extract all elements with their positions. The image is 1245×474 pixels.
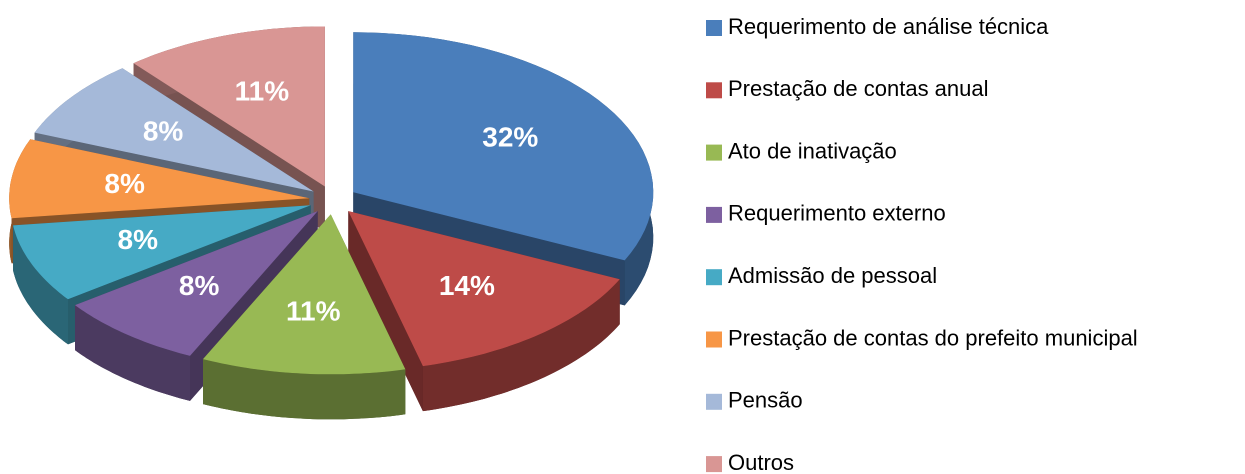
legend-swatch	[706, 269, 722, 286]
data-label: 14%	[439, 270, 495, 301]
data-label: 11%	[286, 295, 341, 326]
legend-label: Outros	[728, 450, 794, 474]
legend-label: Prestação de contas anual	[728, 76, 989, 101]
legend-swatch	[706, 456, 722, 473]
slice-wall	[348, 211, 423, 412]
slice-rim	[13, 225, 69, 345]
data-label: 8%	[118, 224, 159, 255]
legend-label: Admissão de pessoal	[728, 263, 937, 288]
slice	[348, 211, 620, 412]
data-label: 11%	[235, 76, 290, 107]
data-label: 32%	[482, 122, 538, 153]
data-label: 8%	[143, 116, 184, 147]
slice-top	[348, 211, 620, 367]
legend-swatch	[706, 331, 722, 348]
legend-swatch	[706, 20, 722, 36]
slice-top	[75, 211, 318, 356]
slice-top	[203, 214, 406, 375]
slice-top	[133, 26, 325, 187]
legend-swatch	[706, 82, 722, 99]
slice-top	[34, 68, 314, 192]
legend-label: Prestação de contas do prefeito municipa…	[728, 325, 1138, 350]
legend-swatch	[706, 144, 722, 161]
slice-top	[9, 139, 310, 219]
legend-swatch	[706, 206, 722, 223]
data-label: 8%	[179, 270, 220, 301]
data-label: 8%	[104, 168, 145, 199]
slice	[203, 214, 406, 420]
slice-rim	[422, 279, 620, 412]
slice-rim	[75, 305, 190, 401]
slice-rim	[203, 359, 406, 420]
slice-top	[353, 32, 654, 261]
legend-label: Pensão	[728, 388, 803, 413]
legend-swatch	[706, 393, 722, 410]
legend-label: Requerimento de análise técnica	[728, 14, 1049, 39]
legend-label: Ato de inativação	[728, 138, 897, 163]
legend-label: Requerimento externo	[728, 201, 946, 226]
slice-top	[13, 205, 311, 300]
